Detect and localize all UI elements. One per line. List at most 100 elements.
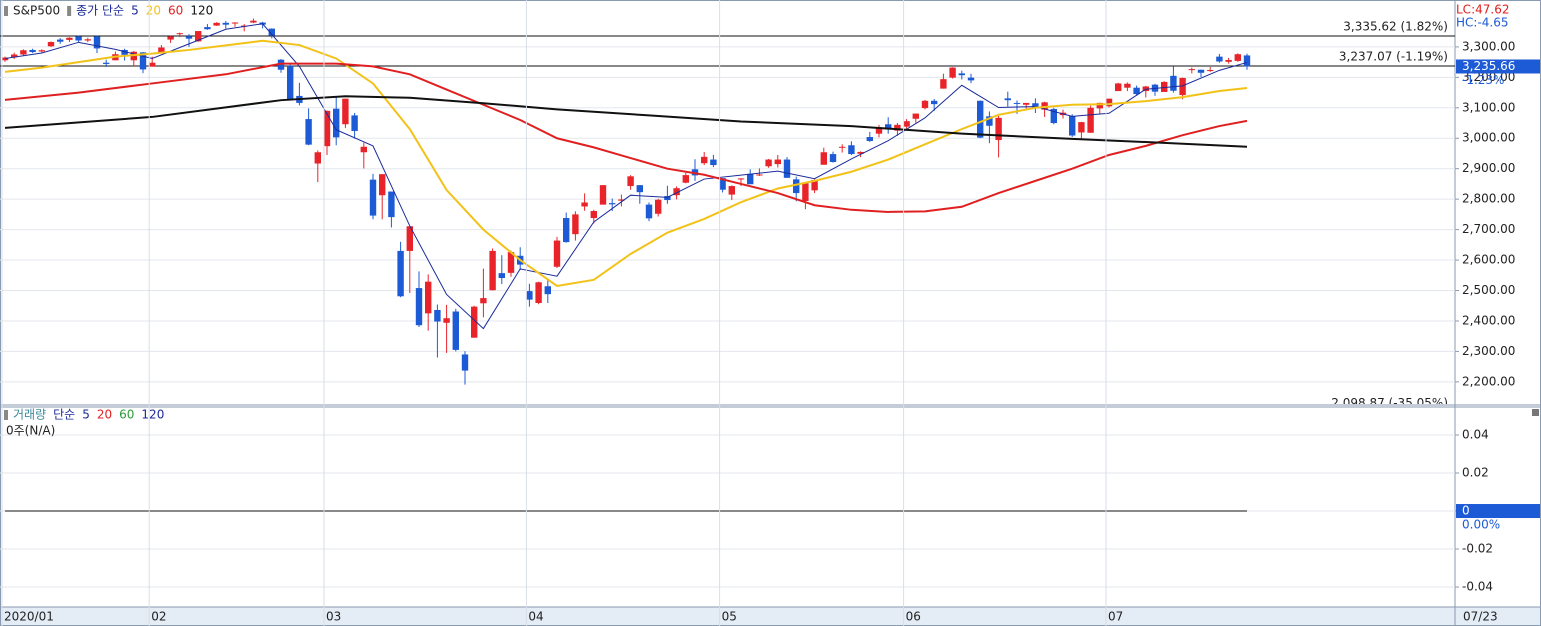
candle-body: [167, 36, 174, 40]
candle-body: [139, 52, 147, 70]
candle-body: [195, 31, 202, 42]
candle-body: [1179, 77, 1186, 96]
candle-body: [1124, 83, 1131, 88]
candle-body: [277, 59, 285, 70]
y-tick-label: 3,300.00: [1462, 39, 1515, 53]
pane-title: 거래량: [13, 408, 46, 422]
y-tick-label: -0.02: [1462, 542, 1493, 556]
current-price: 3,235.66: [1462, 59, 1515, 73]
candle-body: [894, 124, 901, 131]
x-axis-bar: [0, 607, 1541, 626]
candle-body: [498, 273, 505, 279]
candle-body: [1133, 87, 1140, 95]
candle-body: [268, 28, 275, 36]
candle-body: [618, 199, 625, 201]
candle-body: [1170, 75, 1177, 91]
candle-body: [471, 306, 478, 338]
candle-body: [839, 146, 846, 148]
chart-title: S&P500: [13, 4, 60, 18]
candle-body: [995, 117, 1002, 141]
candle-body: [802, 183, 809, 201]
legend-entry: 120: [190, 4, 213, 18]
candle-body: [848, 145, 855, 155]
candle-body: [250, 20, 257, 23]
candle-body: [875, 127, 883, 134]
candle-body: [581, 202, 588, 207]
legend-entry: 20: [97, 408, 112, 422]
candle-body: [1115, 83, 1122, 92]
candle-body: [710, 159, 717, 166]
lc-label: LC:47.62: [1456, 3, 1509, 17]
x-last-date: 07/23: [1463, 610, 1498, 624]
candle-body: [379, 174, 386, 196]
volume-note: 0주(N/A): [6, 424, 55, 438]
candle-body: [287, 65, 294, 100]
x-tick-label: 06: [906, 610, 921, 624]
candle-body: [305, 119, 312, 145]
moving-average: [4, 62, 1248, 213]
x-tick-label: 2020/01: [4, 610, 54, 624]
y-tick-label: 2,600.00: [1462, 253, 1515, 267]
candle-body: [1013, 102, 1021, 104]
legend-entry: 60: [119, 408, 134, 422]
candle-body: [351, 115, 358, 131]
legend-entry: 60: [168, 4, 183, 18]
reference-label: 2,098.87 (-35.05%): [1331, 396, 1448, 410]
x-tick-label: 04: [528, 610, 543, 624]
candle-body: [1105, 98, 1113, 107]
legend-entry: 120: [141, 408, 164, 422]
y-tick-label: 0.02: [1462, 466, 1489, 480]
candle-body: [627, 176, 634, 187]
candle-body: [885, 124, 892, 130]
candle-body: [1078, 122, 1085, 133]
x-tick-label: 07: [1108, 610, 1123, 624]
candle-body: [544, 286, 551, 295]
candle-body: [977, 100, 984, 138]
pane-button[interactable]: [1532, 409, 1539, 416]
x-tick-label: 05: [722, 610, 737, 624]
candle-body: [75, 36, 82, 41]
moving-average: [4, 23, 1248, 330]
candle-body: [599, 185, 607, 205]
candle-body: [1041, 102, 1048, 110]
legend-label: 종가 단순: [76, 4, 124, 18]
candle-body: [452, 311, 459, 350]
candle-body: [682, 175, 689, 183]
reference-label: 3,335.62 (1.82%): [1343, 20, 1448, 34]
current-volume-box: [1456, 504, 1540, 519]
candle-body: [793, 179, 800, 194]
candle-body: [1096, 102, 1103, 109]
candle-body: [636, 185, 643, 193]
y-tick-label: 0.04: [1462, 427, 1489, 441]
current-price-box: [1456, 59, 1540, 74]
candle-body: [1234, 54, 1241, 61]
y-tick-label: 2,700.00: [1462, 222, 1515, 236]
candle-body: [84, 39, 91, 41]
y-tick-label: 2,500.00: [1462, 283, 1515, 297]
candle-body: [645, 204, 653, 219]
candle-body: [480, 298, 487, 304]
candle-body: [866, 137, 873, 141]
moving-average: [4, 95, 1248, 148]
candle-body: [66, 37, 73, 40]
candle-body: [489, 250, 496, 291]
current-change: -1.23%: [1462, 73, 1504, 87]
candle-body: [406, 226, 413, 251]
volume-pane: 거래량 단순 5 20 60 120 0주(N/A): [0, 408, 1455, 588]
candle-body: [1161, 81, 1168, 92]
candle-body: [857, 151, 864, 154]
candle-body: [360, 146, 367, 153]
candle-body: [20, 50, 27, 55]
candle-body: [912, 113, 919, 119]
candle-body: [29, 49, 36, 53]
candle-body: [1004, 98, 1011, 101]
reference-label: 3,237.07 (-1.19%): [1339, 50, 1448, 64]
candle-body: [415, 288, 423, 326]
candle-body: [507, 252, 515, 273]
candle-body: [563, 218, 570, 243]
legend-icon: [4, 6, 8, 16]
candle-body: [921, 100, 929, 109]
